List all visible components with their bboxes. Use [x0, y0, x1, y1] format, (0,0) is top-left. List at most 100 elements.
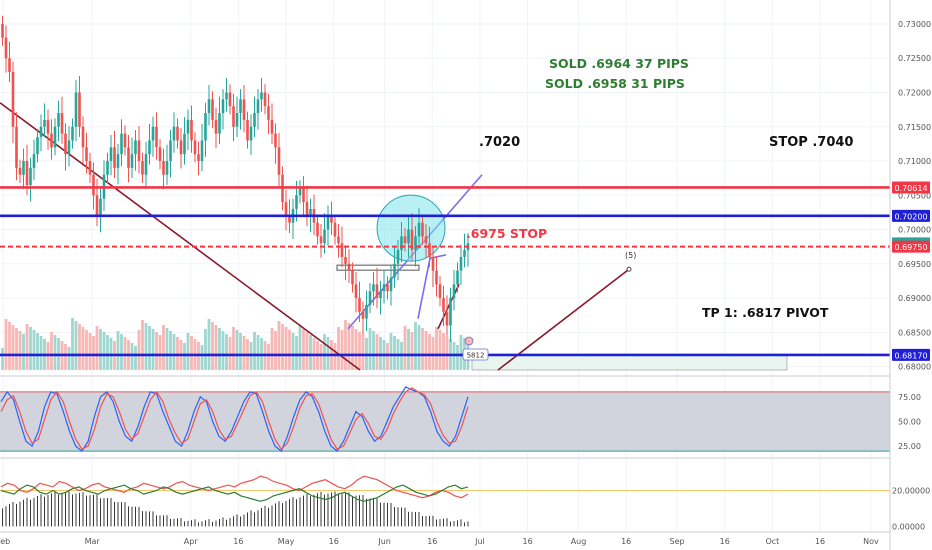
volume-bar [295, 336, 298, 370]
candle-body [421, 222, 424, 237]
volume-bar [221, 331, 225, 370]
projection-point [626, 266, 632, 272]
volume-bar [403, 326, 407, 370]
volume-bar [218, 328, 221, 370]
volume-bar [323, 334, 326, 370]
volume-bar [200, 345, 204, 370]
y-tick-label: 0.72000 [898, 89, 931, 98]
candle-body [284, 202, 288, 216]
x-tick-label: May [278, 537, 295, 546]
candle-body [410, 229, 414, 251]
horizontal-levels[interactable] [0, 186, 890, 357]
volume-bar [274, 331, 277, 370]
candle-body [18, 167, 22, 175]
candle-body [214, 119, 218, 134]
candle-body [424, 236, 428, 244]
volume-bar [64, 344, 67, 370]
candle-body [67, 140, 71, 155]
volume-bar [25, 324, 29, 370]
candle-body [305, 202, 309, 216]
volume-bar [375, 334, 379, 370]
y-tick-label: 0.70000 [898, 226, 931, 235]
volume-bar [344, 320, 347, 370]
projection-line [497, 268, 630, 371]
x-tick-label: Nov [863, 537, 879, 546]
candle-body [316, 222, 319, 237]
y-tick-label: 0.73000 [898, 20, 931, 29]
volume-bar [1, 348, 4, 370]
candle-body [53, 126, 57, 148]
volume-bar [326, 337, 330, 370]
candle-body [172, 126, 176, 141]
volume-label-box [462, 348, 489, 361]
volume-bar [214, 325, 218, 370]
candle-body [249, 126, 253, 141]
volume-bar [372, 331, 375, 370]
stochastic-panel [0, 386, 890, 453]
volume-bar [74, 321, 78, 370]
volume-bar [358, 332, 361, 370]
chart-annotation: .6975 STOP [466, 226, 547, 241]
stoch-tick-label: 50.00 [898, 417, 921, 426]
candle-body [333, 222, 337, 237]
y-tick-label: 0.72500 [898, 54, 931, 63]
candle-body [417, 222, 421, 237]
candle-body [361, 311, 365, 319]
drawings [0, 102, 632, 371]
volume-bar [228, 337, 232, 370]
price-label-box [892, 209, 930, 222]
candle-body [22, 161, 25, 175]
stoch-tick-label: 25.00 [898, 442, 921, 451]
volume-bar [53, 335, 57, 370]
volume-bar [347, 323, 351, 370]
volume-bar [232, 327, 235, 370]
volume-bar [368, 328, 372, 370]
candle-body [11, 71, 15, 127]
candle-body [134, 140, 137, 155]
candle-body [113, 147, 116, 168]
candle-body [130, 154, 134, 168]
candle-body [221, 99, 225, 114]
volume-bar [389, 333, 393, 370]
volume-bar [298, 326, 302, 370]
volume-bar [337, 327, 340, 370]
volume-bar [176, 337, 179, 370]
volume-bar [15, 328, 18, 370]
volume-bar [309, 335, 312, 370]
volume-label: 5812 [467, 352, 485, 360]
volume-bar [151, 329, 155, 370]
candle-body [358, 298, 361, 312]
volume-bar [162, 325, 165, 370]
candle-body [386, 284, 389, 292]
x-tick-label: Jun [377, 537, 391, 546]
candle-body [347, 263, 351, 271]
candle-body [211, 99, 214, 120]
volume-bar [4, 319, 8, 370]
chart-annotation: .7020 [479, 135, 520, 150]
candle-body [106, 161, 109, 175]
volume-bar [235, 330, 239, 370]
candle-body [123, 133, 127, 148]
candle-body [319, 236, 323, 244]
chart-annotation: SOLD .6964 37 PIPS [549, 56, 689, 71]
stoch-tick-label: 75.00 [898, 393, 921, 402]
volume-bar [141, 320, 144, 370]
candle-body [260, 92, 263, 100]
volume-bar [351, 326, 354, 370]
candle-body [116, 154, 120, 168]
consolidation-box [336, 264, 420, 271]
candle-body [232, 106, 235, 127]
candle-body [176, 126, 179, 141]
candle-body [365, 304, 368, 319]
candle-body [109, 147, 113, 162]
volume-bar [155, 332, 158, 370]
volume-bar [22, 334, 25, 370]
volume-bar [92, 336, 95, 370]
stoch-series-line [0, 387, 469, 451]
candle-body [442, 298, 445, 312]
volume-bar [81, 327, 85, 370]
